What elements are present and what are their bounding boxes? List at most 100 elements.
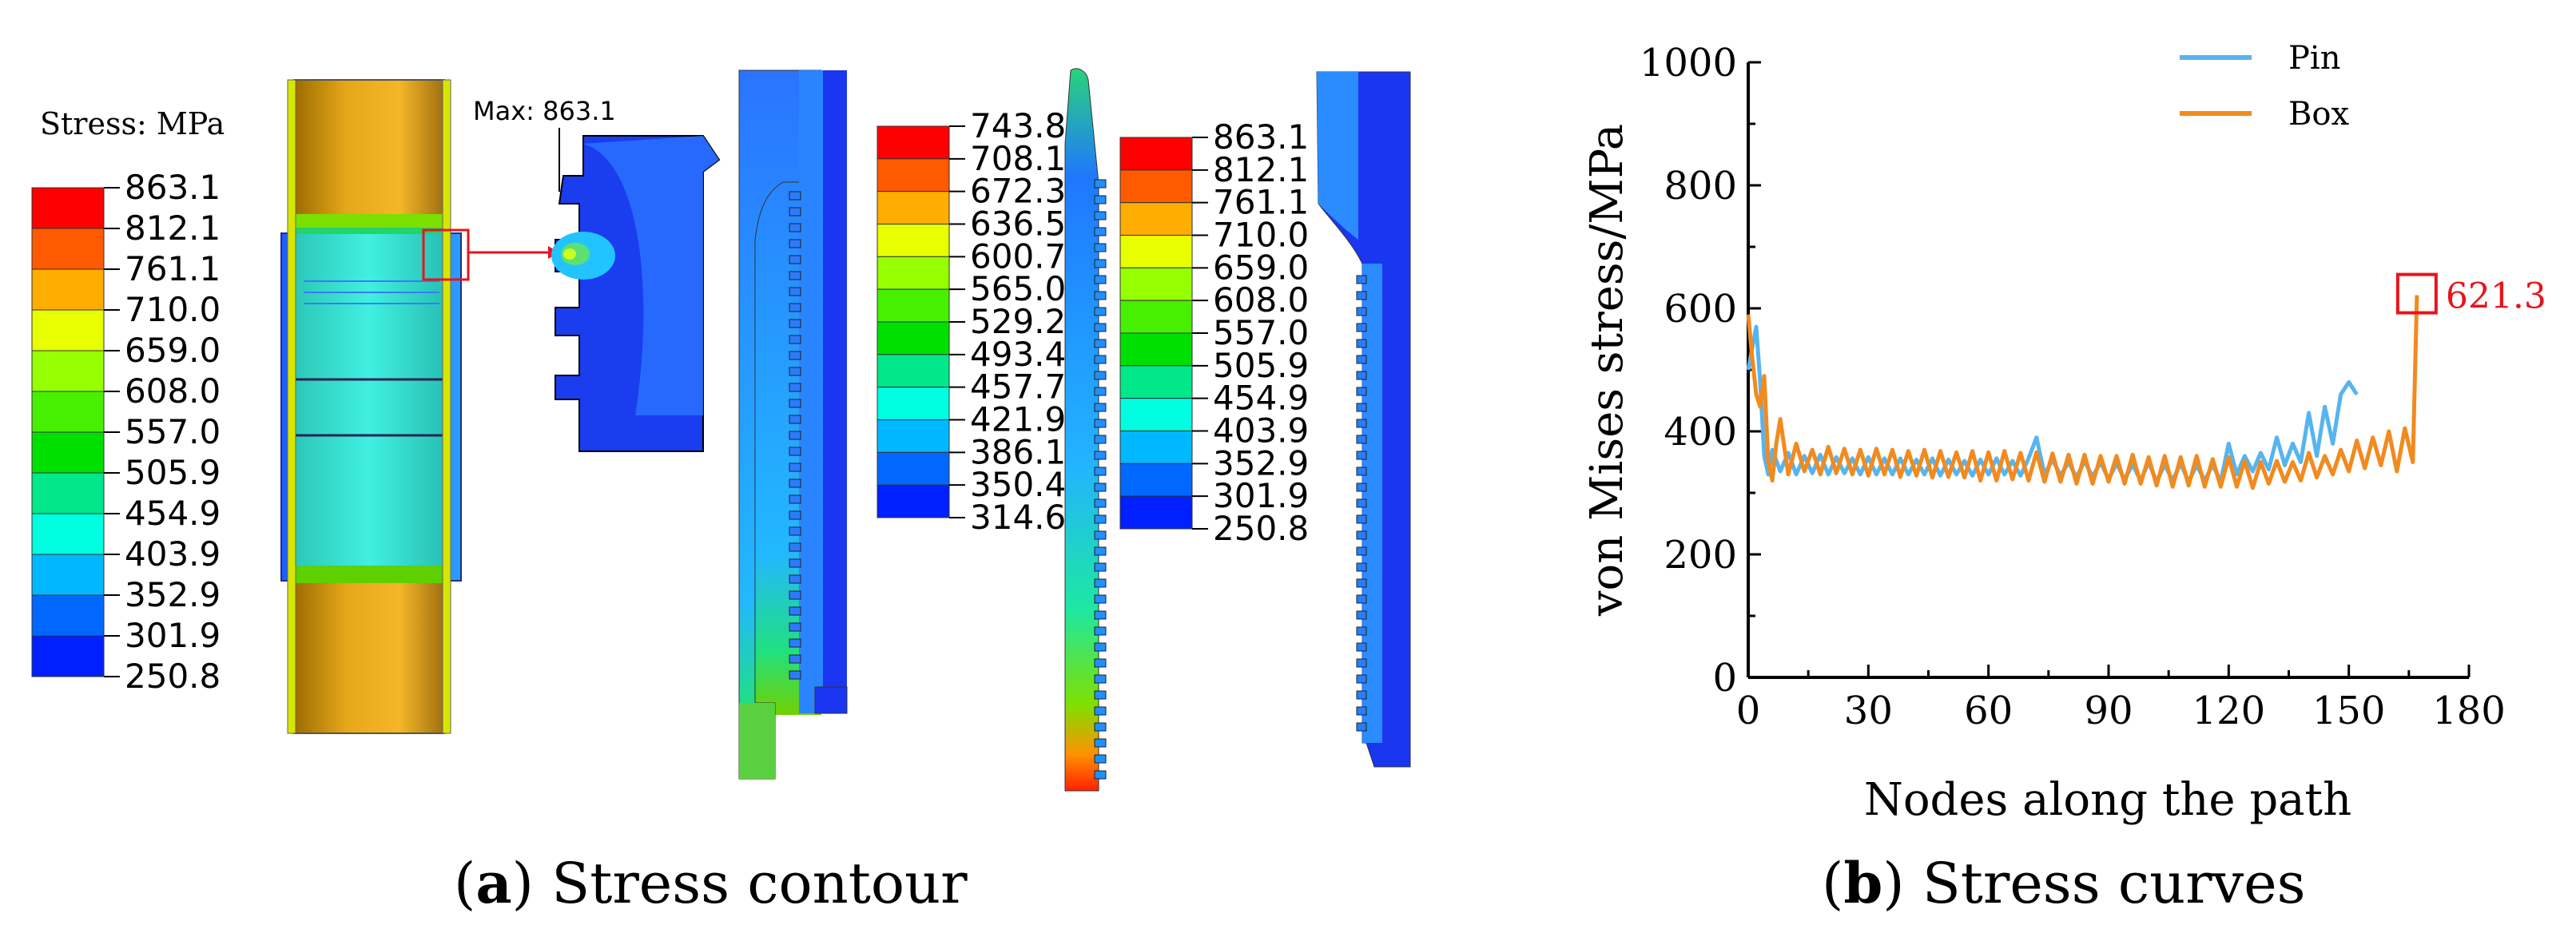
y-tick-label: 800 xyxy=(1664,164,1737,208)
legend-swatch xyxy=(1119,235,1193,268)
legend-label: Pin xyxy=(2288,40,2340,77)
x-tick-label: 60 xyxy=(1964,689,2013,733)
box-threads xyxy=(1356,275,1367,732)
box-profile xyxy=(1316,71,1411,768)
legend-value: 493.4 xyxy=(970,335,1066,374)
x-tick-label: 120 xyxy=(2192,689,2266,733)
legend-value: 386.1 xyxy=(970,432,1066,471)
legend-swatch xyxy=(877,256,950,290)
legend-swatch xyxy=(31,472,105,514)
panel-b: 0 200 400 600 800 1000 0 30 60 90 120 150 180 Pin Bo… xyxy=(1581,40,2546,916)
x-tick-label: 150 xyxy=(2312,689,2386,733)
x-tick-label: 0 xyxy=(1736,689,1761,733)
legend-value: 557.0 xyxy=(125,412,221,451)
stress-legend-1: 863.1812.1761.1710.0659.0608.0557.0505.9… xyxy=(31,168,221,696)
y-tick-label: 200 xyxy=(1664,533,1737,578)
legend-value: 301.9 xyxy=(1213,476,1309,515)
stress-legend-3: 863.1812.1761.1710.0659.0608.0557.0505.9… xyxy=(1119,117,1309,548)
legend-label: Box xyxy=(2288,96,2349,133)
legend-value: 350.4 xyxy=(970,465,1066,504)
legend-swatch xyxy=(1119,398,1193,431)
legend-value: 403.9 xyxy=(125,534,221,574)
legend-swatch xyxy=(31,350,105,392)
x-tick-label: 180 xyxy=(2432,689,2506,733)
long-pin-threads xyxy=(1094,179,1107,780)
highlight-box xyxy=(422,228,470,281)
pin-threads xyxy=(789,191,801,680)
legend-swatch xyxy=(31,431,105,474)
legend-value: 505.9 xyxy=(1213,346,1309,385)
legend-value: 454.9 xyxy=(1213,379,1309,418)
legend-value: 250.8 xyxy=(1213,509,1309,548)
legend-swatch xyxy=(877,387,950,420)
legend-value: 301.9 xyxy=(125,616,221,655)
legend-value: 352.9 xyxy=(1213,443,1309,482)
legend-value: 636.5 xyxy=(970,204,1066,244)
pin-profile xyxy=(738,69,848,780)
legend-value: 812.1 xyxy=(125,208,221,248)
legend-swatch xyxy=(877,288,950,323)
legend-value: 314.6 xyxy=(970,498,1066,537)
panel-a: Stress: MPa 863.1812.1761.1710.0659.0608… xyxy=(31,68,1411,916)
legend-value: 457.7 xyxy=(970,367,1066,407)
y-axis-label: von Mises stress/MPa xyxy=(1581,124,1633,617)
long-pin-profile xyxy=(1064,68,1107,792)
legend-swatch xyxy=(31,187,105,229)
stress-curve-chart: 0 200 400 600 800 1000 0 30 60 90 120 150 180 Pin Bo… xyxy=(1581,40,2546,826)
legend-value: 250.8 xyxy=(125,657,221,696)
legend-swatch xyxy=(31,391,105,433)
legend-swatch xyxy=(877,484,950,518)
legend-swatch xyxy=(1119,137,1193,171)
series-line-box xyxy=(1746,295,2419,490)
legend-swatch xyxy=(1119,463,1193,497)
stress-legend-2: 743.8708.1672.3636.5600.7565.0529.2493.4… xyxy=(877,106,1066,537)
chart-legend: Pin Box xyxy=(2180,40,2349,133)
x-tick-label: 30 xyxy=(1844,689,1893,733)
legend-value: 352.9 xyxy=(125,575,221,614)
legend-swatch xyxy=(31,513,105,555)
legend-swatch xyxy=(877,224,950,257)
legend-swatch xyxy=(31,635,105,677)
legend-value: 565.0 xyxy=(970,269,1066,308)
x-tick-label: 90 xyxy=(2084,689,2133,733)
legend-value: 761.1 xyxy=(1213,183,1309,222)
legend-value: 710.0 xyxy=(1213,216,1309,255)
x-axis-label: Nodes along the path xyxy=(1864,774,2351,826)
y-tick-label: 600 xyxy=(1664,287,1737,332)
legend-swatch xyxy=(1119,495,1193,530)
legend-value: 761.1 xyxy=(125,249,221,288)
legend-swatch xyxy=(31,309,105,351)
legend-value: 863.1 xyxy=(125,168,221,207)
max-label: Max: 863.1 xyxy=(473,96,616,126)
caption-a: (a) Stress contour xyxy=(454,850,968,916)
legend-swatch xyxy=(31,554,105,596)
legend-swatch xyxy=(1119,431,1193,464)
legend-value: 659.0 xyxy=(125,331,221,370)
legend-value: 600.7 xyxy=(970,236,1066,276)
legend-value: 454.9 xyxy=(125,494,221,533)
legend-swatch xyxy=(1119,267,1193,301)
legend-swatch xyxy=(1119,332,1193,367)
legend-swatch xyxy=(877,354,950,388)
legend-value: 708.1 xyxy=(970,139,1066,178)
y-ticks: 0 200 400 600 800 1000 xyxy=(1640,41,1761,701)
legend-swatch xyxy=(877,158,950,193)
legend-value: 505.9 xyxy=(125,453,221,492)
legend-swatch xyxy=(1119,202,1193,236)
thread-detail: Max: 863.1 xyxy=(473,96,721,452)
legend-swatch xyxy=(1119,300,1193,334)
legend-swatch xyxy=(31,594,105,637)
annotation-box xyxy=(2395,272,2438,315)
legend-value: 743.8 xyxy=(970,106,1066,145)
legend-value: 710.0 xyxy=(125,290,221,329)
legend-value: 863.1 xyxy=(1213,117,1309,157)
legend-value: 421.9 xyxy=(970,400,1066,439)
legend-swatch xyxy=(877,125,950,160)
legend-value: 659.0 xyxy=(1213,248,1309,287)
legend-swatch xyxy=(1119,365,1193,399)
y-tick-label: 1000 xyxy=(1640,41,1737,85)
cylinder-model xyxy=(280,79,559,734)
legend-value: 557.0 xyxy=(1213,313,1309,352)
legend-swatch xyxy=(877,321,950,355)
